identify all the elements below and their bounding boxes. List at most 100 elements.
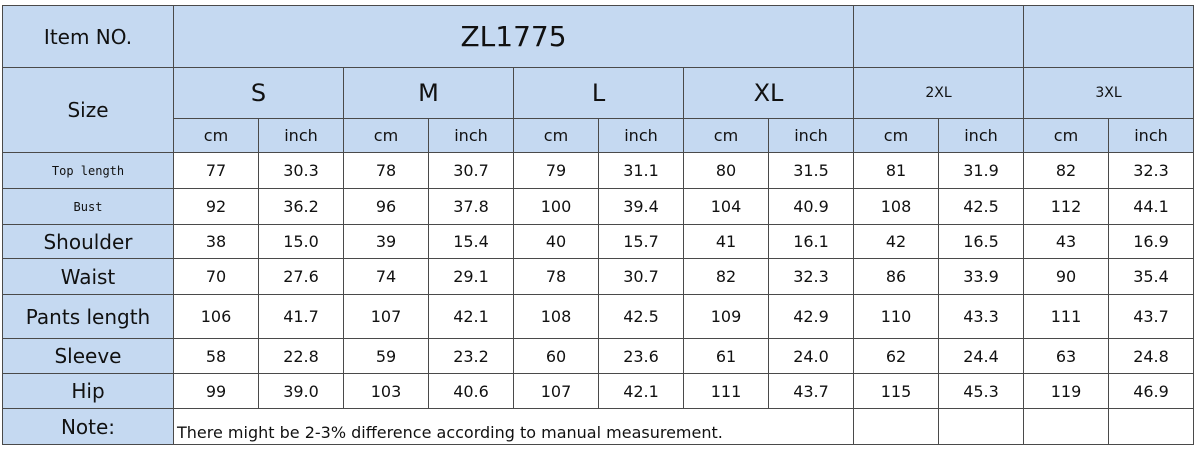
value-cell: 80 <box>683 152 769 189</box>
unit-label: cm <box>173 118 259 153</box>
value-cell: 43.7 <box>768 373 854 409</box>
empty-cell <box>1108 408 1194 445</box>
value-cell: 44.1 <box>1108 188 1194 225</box>
value-cell: 40.6 <box>428 373 514 409</box>
value-cell: 81 <box>853 152 939 189</box>
value-cell: 86 <box>853 258 939 295</box>
note-label: Note: <box>2 408 174 445</box>
value-cell: 59 <box>343 338 429 374</box>
size-name: XL <box>683 67 854 119</box>
unit-label: inch <box>598 118 684 153</box>
row-label: Top length <box>2 152 174 189</box>
value-cell: 40 <box>513 224 599 259</box>
value-cell: 31.1 <box>598 152 684 189</box>
value-cell: 103 <box>343 373 429 409</box>
value-cell: 107 <box>343 294 429 339</box>
value-cell: 109 <box>683 294 769 339</box>
value-cell: 106 <box>173 294 259 339</box>
unit-label: cm <box>513 118 599 153</box>
value-cell: 23.6 <box>598 338 684 374</box>
value-cell: 92 <box>173 188 259 225</box>
value-cell: 82 <box>1023 152 1109 189</box>
value-cell: 23.2 <box>428 338 514 374</box>
value-cell: 32.3 <box>1108 152 1194 189</box>
value-cell: 39.4 <box>598 188 684 225</box>
value-cell: 30.7 <box>598 258 684 295</box>
value-cell: 42.9 <box>768 294 854 339</box>
value-cell: 42.5 <box>598 294 684 339</box>
value-cell: 90 <box>1023 258 1109 295</box>
value-cell: 78 <box>513 258 599 295</box>
value-cell: 96 <box>343 188 429 225</box>
value-cell: 100 <box>513 188 599 225</box>
value-cell: 115 <box>853 373 939 409</box>
value-cell: 33.9 <box>938 258 1024 295</box>
size-name: M <box>343 67 514 119</box>
value-cell: 16.9 <box>1108 224 1194 259</box>
size-label: Size <box>2 67 174 153</box>
row-label: Pants length <box>2 294 174 339</box>
value-cell: 119 <box>1023 373 1109 409</box>
value-cell: 31.9 <box>938 152 1024 189</box>
note-text: There might be 2-3% difference according… <box>173 408 854 445</box>
unit-label: cm <box>343 118 429 153</box>
value-cell: 78 <box>343 152 429 189</box>
item-value: ZL1775 <box>173 5 854 68</box>
empty-cell <box>853 5 1024 68</box>
value-cell: 63 <box>1023 338 1109 374</box>
value-cell: 107 <box>513 373 599 409</box>
unit-label: cm <box>853 118 939 153</box>
value-cell: 32.3 <box>768 258 854 295</box>
value-cell: 42.5 <box>938 188 1024 225</box>
value-cell: 16.1 <box>768 224 854 259</box>
value-cell: 82 <box>683 258 769 295</box>
value-cell: 15.0 <box>258 224 344 259</box>
value-cell: 110 <box>853 294 939 339</box>
unit-label: inch <box>768 118 854 153</box>
value-cell: 111 <box>683 373 769 409</box>
value-cell: 111 <box>1023 294 1109 339</box>
row-label: Waist <box>2 258 174 295</box>
value-cell: 24.4 <box>938 338 1024 374</box>
value-cell: 108 <box>513 294 599 339</box>
value-cell: 30.7 <box>428 152 514 189</box>
value-cell: 38 <box>173 224 259 259</box>
value-cell: 112 <box>1023 188 1109 225</box>
value-cell: 31.5 <box>768 152 854 189</box>
unit-label: inch <box>258 118 344 153</box>
row-label: Bust <box>2 188 174 225</box>
row-label: Sleeve <box>2 338 174 374</box>
value-cell: 104 <box>683 188 769 225</box>
unit-label: inch <box>428 118 514 153</box>
value-cell: 61 <box>683 338 769 374</box>
value-cell: 108 <box>853 188 939 225</box>
size-name: 3XL <box>1023 67 1194 119</box>
value-cell: 46.9 <box>1108 373 1194 409</box>
value-cell: 41 <box>683 224 769 259</box>
value-cell: 99 <box>173 373 259 409</box>
value-cell: 77 <box>173 152 259 189</box>
unit-label: cm <box>683 118 769 153</box>
value-cell: 41.7 <box>258 294 344 339</box>
unit-label: inch <box>938 118 1024 153</box>
row-label: Hip <box>2 373 174 409</box>
value-cell: 22.8 <box>258 338 344 374</box>
row-label: Shoulder <box>2 224 174 259</box>
value-cell: 24.8 <box>1108 338 1194 374</box>
value-cell: 43 <box>1023 224 1109 259</box>
value-cell: 15.7 <box>598 224 684 259</box>
value-cell: 15.4 <box>428 224 514 259</box>
value-cell: 58 <box>173 338 259 374</box>
value-cell: 42.1 <box>428 294 514 339</box>
size-name: S <box>173 67 344 119</box>
empty-cell <box>1023 408 1109 445</box>
value-cell: 24.0 <box>768 338 854 374</box>
value-cell: 30.3 <box>258 152 344 189</box>
empty-cell <box>1023 5 1194 68</box>
empty-cell <box>938 408 1024 445</box>
value-cell: 39.0 <box>258 373 344 409</box>
value-cell: 37.8 <box>428 188 514 225</box>
value-cell: 42 <box>853 224 939 259</box>
value-cell: 43.3 <box>938 294 1024 339</box>
